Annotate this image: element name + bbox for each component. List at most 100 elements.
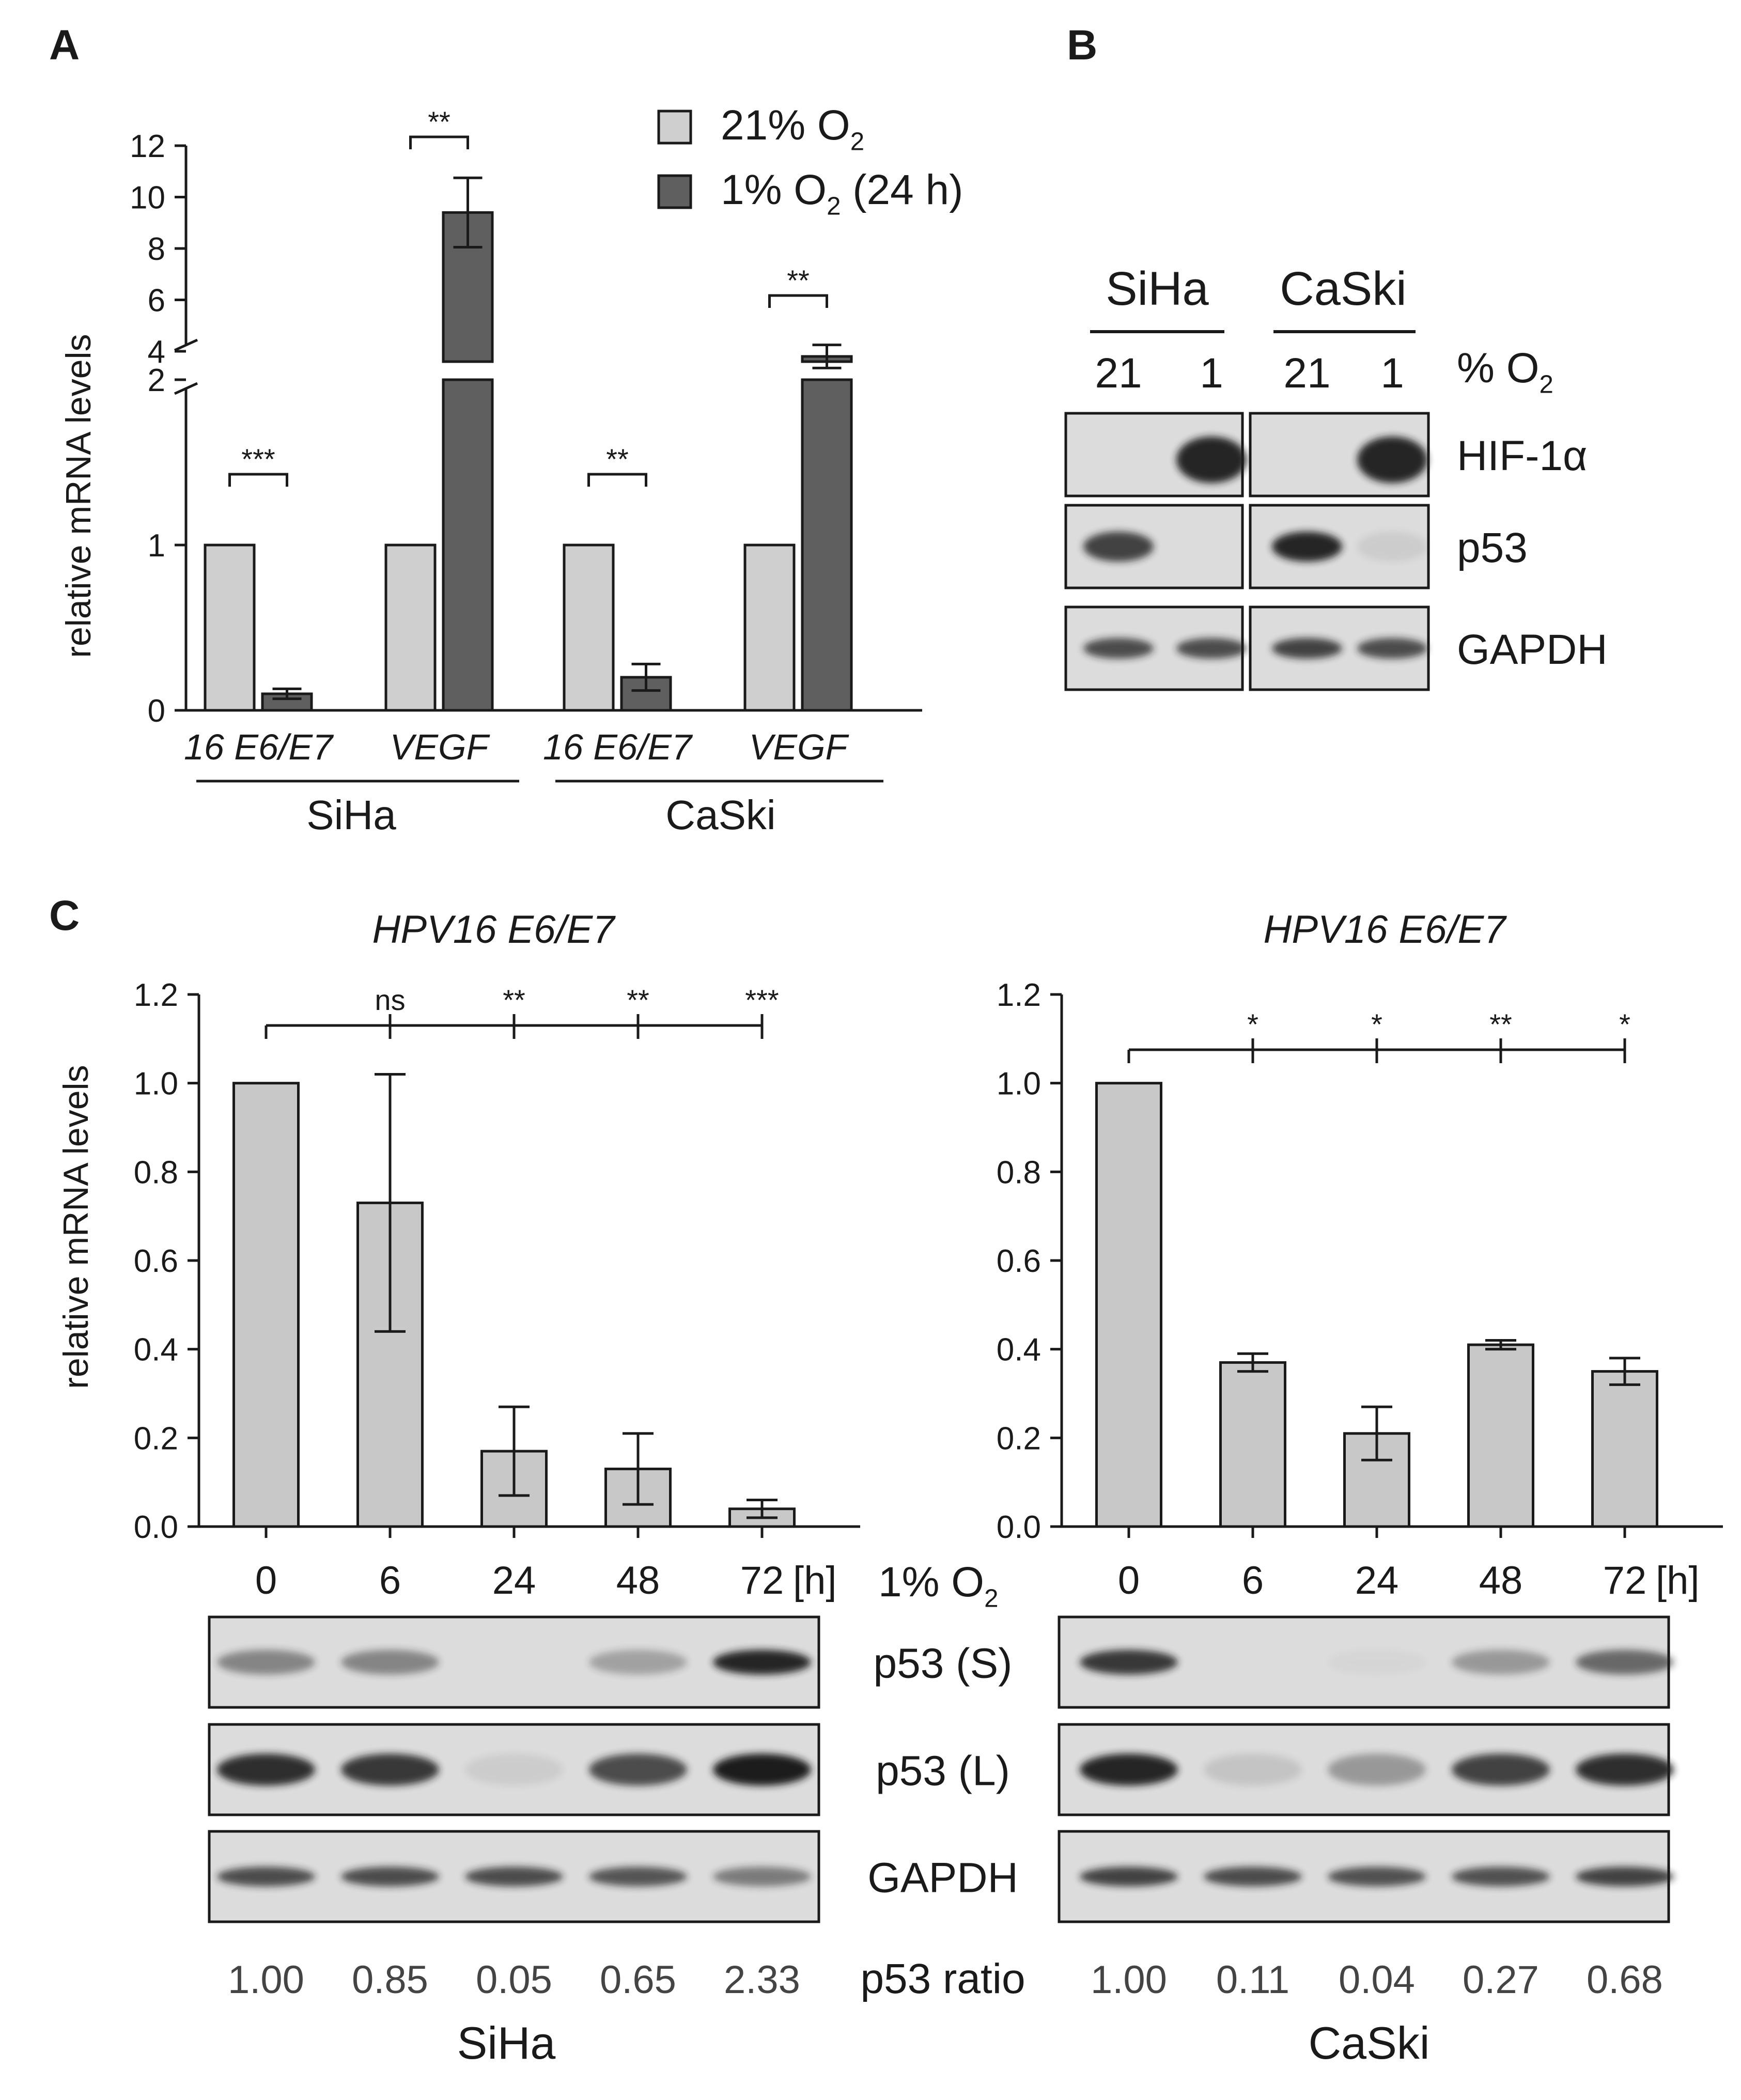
x-tick-label: 24 xyxy=(1355,1559,1399,1603)
blot-row-label: GAPDH xyxy=(867,1855,1018,1902)
x-category-label: VEGF xyxy=(390,727,491,767)
panel-b-western-blot: SiHa CaSki 21 1 21 1 % O2 HIF-1α p53 GAPDH xyxy=(1064,262,1608,691)
blot-band xyxy=(1083,532,1154,562)
blot-band xyxy=(341,1650,439,1675)
panel-label-c: C xyxy=(49,892,80,939)
p53-ratio-value: 0.65 xyxy=(600,1958,676,2002)
condition-label: 1% O2 xyxy=(878,1559,998,1613)
bar-normoxia xyxy=(204,543,256,712)
bar xyxy=(232,1082,300,1528)
y-tick-label: 0.8 xyxy=(134,1155,178,1190)
p53-ratio-value: 0.11 xyxy=(1216,1958,1289,2002)
o2-unit-label: % O2 xyxy=(1457,345,1553,399)
blot-band xyxy=(589,1650,687,1675)
bar xyxy=(1095,1082,1162,1528)
blot-band xyxy=(1204,1866,1302,1887)
panel-c-caski-chart: 0.00.20.40.60.81.01.20 6 24 48 72 [h]* * ** * xyxy=(997,977,1723,1603)
panel-c-siha-chart: 0.00.20.40.60.81.01.20 6 24 48 72 [h]ns ** ** **… xyxy=(134,977,860,1603)
p53-ratio-value: 1.00 xyxy=(1091,1958,1167,2002)
significance-bracket xyxy=(587,473,647,487)
y-tick-label: 0.2 xyxy=(997,1421,1041,1456)
p53-ratio-value: 0.68 xyxy=(1587,1958,1663,2002)
y-tick-label: 2 xyxy=(148,363,165,398)
cell-line-label-caski: CaSki xyxy=(1280,262,1406,315)
blot-band xyxy=(1272,638,1342,659)
blot-band xyxy=(217,1650,315,1675)
group-label-caski: CaSki xyxy=(665,792,775,838)
group-label-siha: SiHa xyxy=(306,792,396,838)
panel-c-caski-title: HPV16 E6/E7 xyxy=(1264,908,1507,952)
panel-a-legend: 21% O2 1% O2 (24 h) xyxy=(657,102,963,221)
bar-hypoxia-lower-segment xyxy=(442,378,494,712)
significance-label: * xyxy=(1371,1008,1382,1040)
x-tick-label: 48 xyxy=(616,1559,660,1603)
bar-normoxia xyxy=(743,543,796,712)
p53-ratio-value: 0.05 xyxy=(476,1958,552,2002)
bar-normoxia xyxy=(563,543,615,712)
bar-hypoxia-lower-segment xyxy=(801,378,853,712)
bar xyxy=(1467,1343,1534,1528)
y-tick-label: 10 xyxy=(130,180,165,216)
p53-ratio-value: 0.27 xyxy=(1463,1958,1539,2002)
blot-band xyxy=(1576,1753,1674,1786)
blot-band xyxy=(713,1866,811,1887)
significance-bracket xyxy=(768,294,828,308)
y-tick-label: 0.0 xyxy=(997,1510,1041,1545)
significance-label: *** xyxy=(241,443,275,475)
blot-band xyxy=(1328,1650,1426,1675)
panel-a-significance: ********* xyxy=(228,105,828,487)
x-tick-label: 72 xyxy=(1603,1559,1647,1603)
panel-c-siha-title: HPV16 E6/E7 xyxy=(372,908,616,952)
lane-label: 1 xyxy=(1200,350,1223,397)
y-tick-label: 0 xyxy=(148,693,165,729)
x-unit-label: [h] xyxy=(793,1559,837,1603)
x-tick-label: 0 xyxy=(255,1559,277,1603)
x-tick-label: 0 xyxy=(1118,1559,1140,1603)
x-category-label: 16 E6/E7 xyxy=(543,727,693,767)
blot-band xyxy=(1452,1866,1550,1887)
p53-ratio-value: 1.00 xyxy=(228,1958,304,2002)
bar xyxy=(1219,1361,1286,1528)
x-tick-label: 72 xyxy=(740,1559,784,1603)
legend-swatch xyxy=(657,174,692,209)
y-tick-label: 1 xyxy=(148,528,165,564)
y-tick-label: 1.2 xyxy=(997,977,1041,1013)
blot-band xyxy=(1176,638,1247,659)
panel-a-ylabel: relative mRNA levels xyxy=(59,334,98,658)
y-tick-label: 0.4 xyxy=(134,1332,178,1368)
x-category-label: 16 E6/E7 xyxy=(184,727,334,767)
panel-label-a: A xyxy=(49,22,80,69)
blot-band xyxy=(341,1866,439,1887)
panel-c-western-blots: 1% O2 1.00 0.85 0.05 0.65 2.33 SiHa 1.00 0.11 0.0… xyxy=(208,1559,1674,2068)
blot-band xyxy=(1080,1866,1178,1887)
x-tick-label: 6 xyxy=(379,1559,401,1603)
blot-row-label: p53 (S) xyxy=(874,1640,1013,1687)
blot-band xyxy=(1357,638,1427,659)
y-tick-label: 0.0 xyxy=(134,1510,178,1545)
x-tick-label: 6 xyxy=(1242,1559,1264,1603)
blot-band xyxy=(589,1866,687,1887)
significance-label: * xyxy=(1619,1008,1630,1040)
blot-band xyxy=(1576,1650,1674,1675)
axis-break-mark xyxy=(174,338,198,352)
panel-label-b: B xyxy=(1067,22,1097,69)
y-tick-label: 0.6 xyxy=(997,1243,1041,1279)
significance-label: * xyxy=(1247,1008,1258,1040)
blot-band xyxy=(1080,1650,1178,1675)
cell-line-label-siha: SiHa xyxy=(1106,262,1209,315)
y-tick-label: 0.4 xyxy=(997,1332,1041,1368)
significance-bracket xyxy=(228,473,288,487)
blot-band xyxy=(465,1866,563,1887)
significance-label: ** xyxy=(787,264,810,297)
y-tick-label: 8 xyxy=(148,231,165,267)
blot-band xyxy=(1357,532,1427,562)
p53-ratio-label: p53 ratio xyxy=(860,1955,1025,2002)
x-tick-label: 24 xyxy=(492,1559,536,1603)
panel-c-ylabel: relative mRNA levels xyxy=(56,1065,96,1389)
y-tick-label: 12 xyxy=(130,129,165,164)
legend-swatch xyxy=(657,110,692,145)
lane-label: 21 xyxy=(1283,350,1330,397)
blot-band xyxy=(1080,1753,1178,1786)
